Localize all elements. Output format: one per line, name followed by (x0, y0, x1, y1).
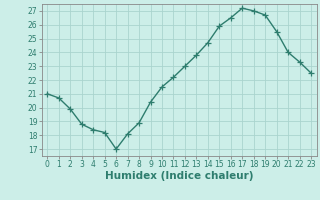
X-axis label: Humidex (Indice chaleur): Humidex (Indice chaleur) (105, 171, 253, 181)
